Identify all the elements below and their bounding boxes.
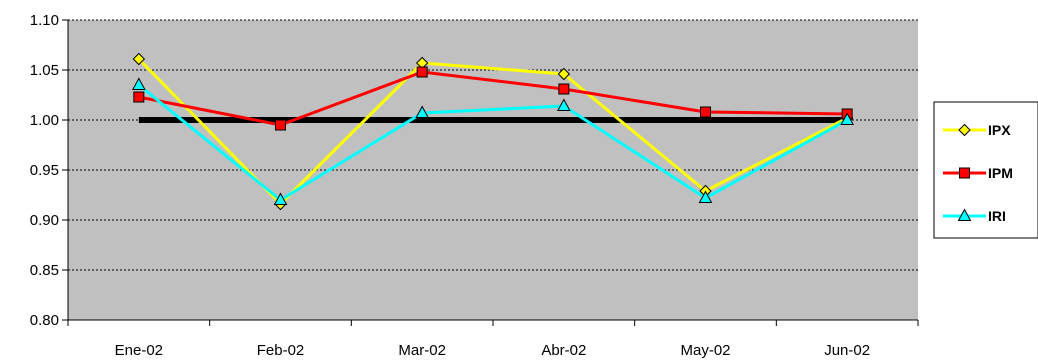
x-tick-label: Mar-02 <box>398 342 446 359</box>
x-tick-label: May-02 <box>680 342 730 359</box>
data-point-iri <box>698 190 713 203</box>
series-markers <box>131 52 855 211</box>
x-tick-label: Jun-02 <box>824 342 870 359</box>
legend: IPX IPM IRI <box>933 101 1038 239</box>
y-axis-ticks: 0.80 0.85 0.90 0.95 1.00 1.05 1.10 <box>30 12 68 329</box>
y-tick-label: 1.10 <box>30 12 59 29</box>
data-point-ipm <box>558 83 570 95</box>
y-tick-label: 0.85 <box>30 262 59 279</box>
data-point-iri <box>273 192 288 205</box>
data-point-ipm <box>700 106 711 118</box>
data-point-iri <box>131 77 146 90</box>
y-tick-label: 0.90 <box>30 212 59 229</box>
legend-label-ipm: IPM <box>988 165 1013 181</box>
data-point-iri <box>415 105 430 118</box>
legend-marker-iri <box>957 208 972 221</box>
x-tick-label: Feb-02 <box>257 342 305 359</box>
x-tick-label: Ene-02 <box>115 342 163 359</box>
y-tick-label: 1.05 <box>30 62 59 79</box>
x-tick-label: Abr-02 <box>541 342 586 359</box>
legend-label-iri: IRI <box>988 208 1006 224</box>
series-lines <box>137 57 848 206</box>
data-point-ipm <box>416 66 428 78</box>
series-line-iri <box>137 83 848 202</box>
data-point-ipx <box>557 67 571 81</box>
y-tick-label: 1.00 <box>30 112 59 129</box>
y-tick-label: 0.80 <box>30 312 59 329</box>
data-point-ipm <box>133 91 145 103</box>
legend-label-ipx: IPX <box>988 122 1011 138</box>
y-tick-label: 0.95 <box>30 162 59 179</box>
data-point-iri <box>840 112 855 125</box>
data-point-ipm <box>275 119 286 131</box>
legend-marker-ipm <box>959 167 970 179</box>
data-point-ipx <box>132 52 146 66</box>
legend-marker-ipx <box>958 123 971 137</box>
series-line-ipm <box>138 70 848 127</box>
x-axis-ticks: Ene-02 Feb-02 Mar-02 Abr-02 May-02 Jun-02 <box>67 320 919 359</box>
legend-box <box>933 101 1038 239</box>
data-point-iri <box>556 98 571 111</box>
